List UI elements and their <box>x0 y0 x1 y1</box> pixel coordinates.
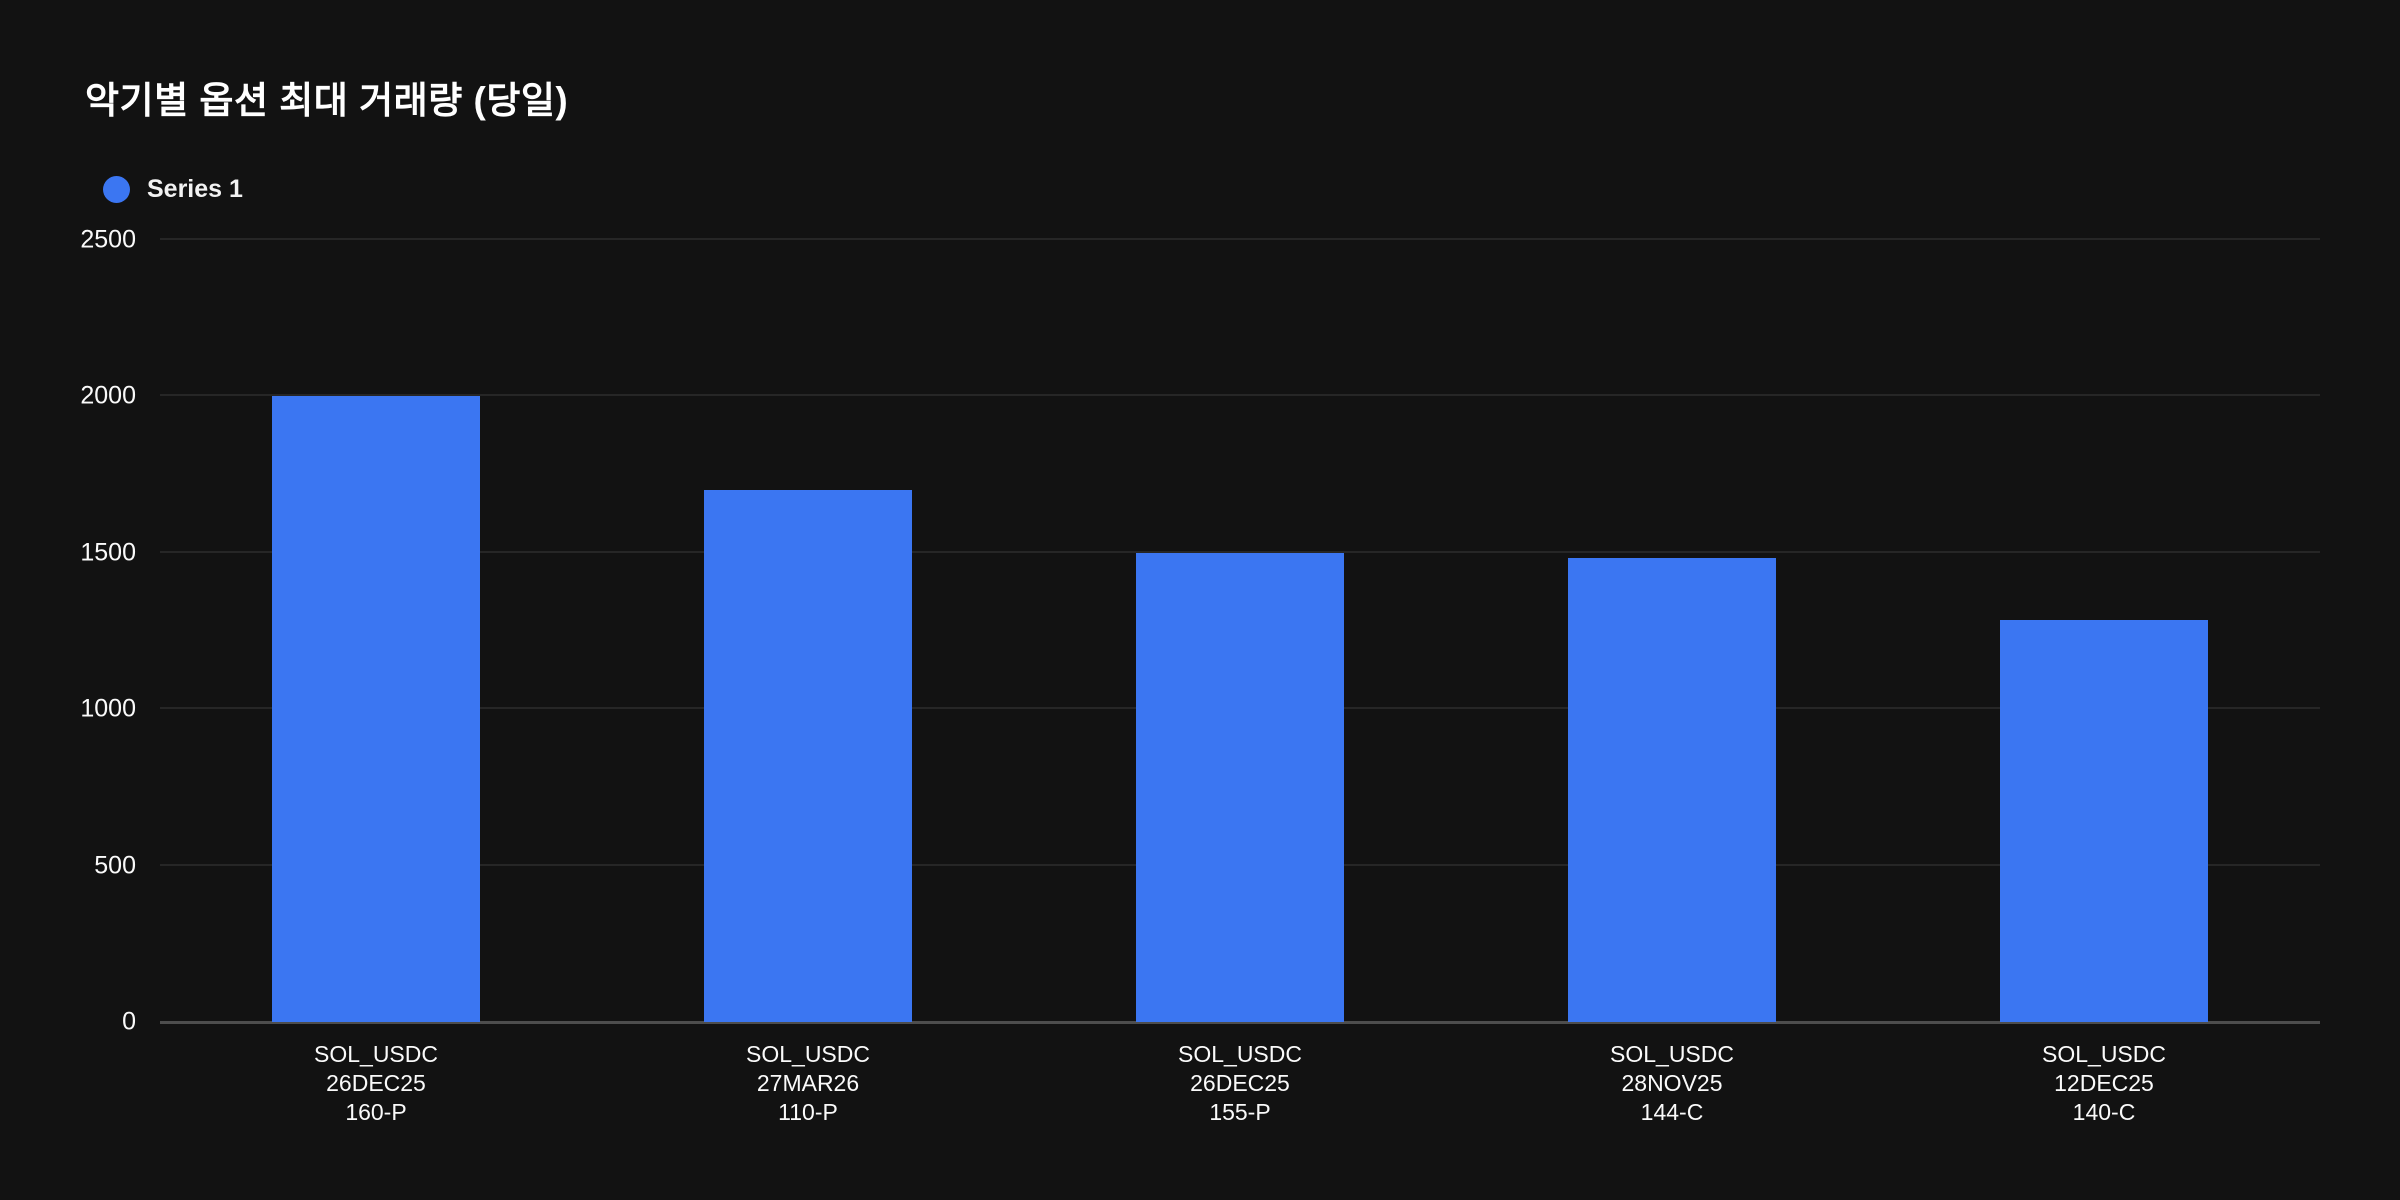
legend-label: Series 1 <box>147 175 243 203</box>
gridline-y-1500 <box>160 550 2320 553</box>
x-axis-line <box>160 1021 2320 1024</box>
x-category-label-line: 110-P <box>778 1099 838 1125</box>
gridline-y-2000 <box>160 394 2320 397</box>
y-tick-label-0: 0 <box>122 1007 136 1036</box>
x-category-label-2: SOL_USDC 26DEC25 155-P <box>1024 1040 1456 1127</box>
bar-SOL_USDC-26DEC25-155-P[interactable] <box>1136 552 1344 1022</box>
x-category-label-0: SOL_USDC 26DEC25 160-P <box>160 1040 592 1127</box>
x-category-label-line: SOL_USDC <box>746 1041 870 1067</box>
x-category-label-line: 12DEC25 <box>2054 1070 2154 1096</box>
x-category-label-line: SOL_USDC <box>1610 1041 1734 1067</box>
x-category-label-line: SOL_USDC <box>1178 1041 1302 1067</box>
x-category-label-line: 28NOV25 <box>1621 1070 1723 1096</box>
y-tick-label-500: 500 <box>94 851 136 880</box>
x-category-label-line: SOL_USDC <box>2042 1041 2166 1067</box>
x-axis-labels: SOL_USDC 26DEC25 160-P SOL_USDC 27MAR26 110-P… <box>160 1040 2320 1127</box>
bar-SOL_USDC-28NOV25-144-C[interactable] <box>1568 557 1776 1022</box>
bar-SOL_USDC-12DEC25-140-C[interactable] <box>2000 620 2208 1022</box>
x-category-label-line: 27MAR26 <box>756 1070 860 1096</box>
y-tick-label-1000: 1000 <box>80 694 136 723</box>
x-category-label-3: SOL_USDC 28NOV25 144-C <box>1456 1040 1888 1127</box>
x-category-label-line: 155-P <box>1209 1099 1271 1125</box>
x-category-label-line: 140-C <box>2072 1099 2136 1125</box>
x-category-label-line: 26DEC25 <box>326 1070 426 1096</box>
y-tick-label-2500: 2500 <box>80 225 136 254</box>
bar-SOL_USDC-27MAR26-110-P[interactable] <box>704 490 912 1022</box>
x-category-label-line: 26DEC25 <box>1190 1070 1290 1096</box>
bar-SOL_USDC-26DEC25-160-P[interactable] <box>272 396 480 1022</box>
plot-area <box>160 238 2320 1024</box>
y-axis-labels: 0 500 1000 1500 2000 2500 <box>0 226 136 1036</box>
gridline-y-2500 <box>160 238 2320 240</box>
x-category-label-line: 144-C <box>1640 1099 1704 1125</box>
y-tick-label-2000: 2000 <box>80 381 136 410</box>
legend-marker-icon <box>103 176 130 203</box>
chart-title: 악기별 옵션 최대 거래량 (당일) <box>85 80 569 121</box>
x-category-label-4: SOL_USDC 12DEC25 140-C <box>1888 1040 2320 1127</box>
legend[interactable]: Series 1 <box>103 175 243 204</box>
x-category-label-1: SOL_USDC 27MAR26 110-P <box>592 1040 1024 1127</box>
x-category-label-line: 160-P <box>345 1099 407 1125</box>
y-tick-label-1500: 1500 <box>80 538 136 567</box>
x-category-label-line: SOL_USDC <box>314 1041 438 1067</box>
